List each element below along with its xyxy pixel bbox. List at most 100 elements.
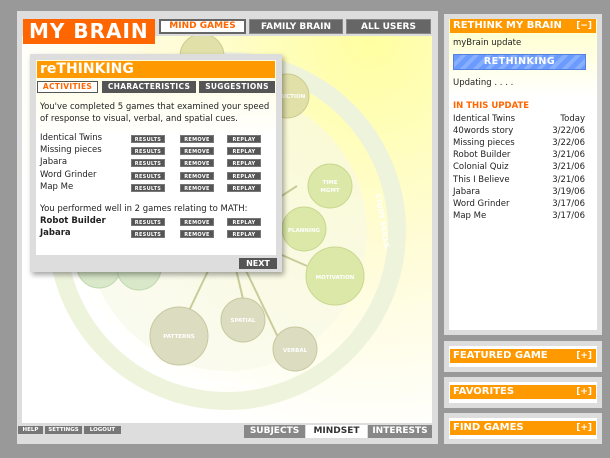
- tab-characteristics[interactable]: CHARACTERISTICS: [102, 81, 196, 93]
- update-item[interactable]: Identical Twins Today: [453, 114, 585, 126]
- panel-favorites: FAVORITES [+]: [444, 377, 602, 408]
- tab-subjects[interactable]: SUBJECTS: [244, 425, 305, 438]
- update-item-date: 3/22/06: [552, 126, 585, 137]
- next-button[interactable]: NEXT: [239, 258, 277, 269]
- update-item-date: 3/21/06: [552, 162, 585, 173]
- game-name: Identical Twins: [40, 133, 103, 143]
- game-name: Robot Builder: [40, 216, 106, 226]
- replay-button[interactable]: REPLAY: [227, 183, 261, 192]
- update-item-date: 3/17/06: [552, 198, 585, 209]
- node-spatial: [220, 297, 266, 343]
- update-item-name: Missing pieces: [453, 138, 515, 149]
- update-item-date: 3/17/06: [552, 210, 585, 221]
- expand-button[interactable]: [+]: [576, 351, 592, 361]
- results-button[interactable]: RESULTS: [131, 229, 165, 238]
- tab-interests[interactable]: INTERESTS: [368, 425, 432, 438]
- replay-button[interactable]: REPLAY: [227, 218, 261, 226]
- panel-title: FEATURED GAME: [453, 350, 548, 361]
- update-item-date: 3/21/06: [552, 174, 585, 185]
- update-item-name: 40words story: [453, 126, 514, 137]
- update-item-name: Jabara: [453, 186, 481, 197]
- expand-button[interactable]: [+]: [576, 387, 592, 397]
- label-motivation: MOTIVATION: [316, 275, 355, 281]
- update-item[interactable]: Jabara 3/19/06: [453, 187, 585, 199]
- update-item[interactable]: Word Grinder 3/17/06: [453, 199, 585, 211]
- update-item-date: Today: [560, 114, 585, 124]
- collapse-button[interactable]: [−]: [576, 21, 592, 31]
- settings-link[interactable]: SETTINGS: [45, 426, 82, 434]
- dialog-title: reTHINKING: [37, 61, 275, 78]
- remove-button[interactable]: REMOVE: [180, 218, 214, 226]
- help-link[interactable]: HELP: [18, 426, 43, 434]
- logout-link[interactable]: LOGOUT: [84, 426, 121, 434]
- remove-button[interactable]: REMOVE: [180, 183, 214, 192]
- update-item-name: Colonial Quiz: [453, 162, 509, 173]
- tab-all-users[interactable]: ALL USERS: [346, 19, 431, 34]
- results-button[interactable]: RESULTS: [131, 183, 165, 192]
- replay-button[interactable]: REPLAY: [227, 147, 261, 156]
- label-patterns: PATTERNS: [163, 334, 195, 340]
- game-name: Jabara: [40, 227, 71, 238]
- logo: MY BRAIN: [23, 19, 155, 44]
- panel-header[interactable]: FAVORITES [+]: [450, 385, 596, 399]
- intro-text: You've completed 5 games that examined y…: [40, 102, 270, 124]
- label-time: TIME: [322, 180, 337, 186]
- tab-mindset[interactable]: MINDSET: [306, 425, 367, 438]
- update-item-name: This I Believe: [453, 174, 510, 185]
- remove-button[interactable]: REMOVE: [180, 147, 214, 156]
- results-button[interactable]: RESULTS: [131, 218, 165, 226]
- update-item[interactable]: Robot Builder 3/21/06: [453, 150, 585, 162]
- update-item[interactable]: This I Believe 3/21/06: [453, 175, 585, 187]
- results-button[interactable]: RESULTS: [131, 147, 165, 156]
- math-intro: You performed well in 2 games relating t…: [40, 204, 248, 214]
- replay-button[interactable]: REPLAY: [227, 171, 261, 180]
- game-name: Word Grinder: [40, 169, 97, 180]
- game-name: Missing pieces: [40, 145, 102, 156]
- section-heading: IN THIS UPDATE: [453, 101, 530, 111]
- rethinking-progress-button[interactable]: RETHINKING: [453, 54, 586, 70]
- update-item-name: Word Grinder: [453, 198, 510, 209]
- ring-organization: ORGANIZATION: [191, 376, 252, 389]
- node-patterns: [149, 306, 209, 366]
- tab-family-brain[interactable]: FAMILY BRAIN: [249, 19, 343, 34]
- replay-button[interactable]: REPLAY: [227, 159, 261, 168]
- update-subtitle: myBrain update: [453, 38, 522, 48]
- update-item-name: Identical Twins: [453, 114, 516, 124]
- remove-button[interactable]: REMOVE: [180, 229, 214, 238]
- results-button[interactable]: RESULTS: [131, 171, 165, 180]
- label-verbal: VERBAL: [283, 348, 308, 354]
- rethinking-dialog: reTHINKING ACTIVITIES CHARACTERISTICS SU…: [30, 54, 282, 272]
- replay-button[interactable]: REPLAY: [227, 135, 261, 143]
- dialog-footer: [30, 255, 282, 272]
- update-item-date: 3/21/06: [552, 150, 585, 161]
- update-item[interactable]: 40words story 3/22/06: [453, 126, 585, 138]
- replay-button[interactable]: REPLAY: [227, 229, 261, 238]
- expand-button[interactable]: [+]: [576, 423, 592, 433]
- tab-mind-games[interactable]: MIND GAMES: [159, 19, 246, 34]
- panel-find-games: FIND GAMES [+]: [444, 413, 602, 444]
- tab-suggestions[interactable]: SUGGESTIONS: [199, 81, 275, 93]
- label-mgmt: MGMT: [320, 188, 339, 194]
- update-item-date: 3/22/06: [552, 138, 585, 149]
- game-name: Map Me: [40, 181, 74, 192]
- label-planning: PLANNING: [288, 228, 321, 234]
- results-button[interactable]: RESULTS: [131, 159, 165, 168]
- rethink-header: RETHINK MY BRAIN [−]: [450, 19, 596, 33]
- tab-activities[interactable]: ACTIVITIES: [37, 81, 98, 93]
- panel-header[interactable]: FEATURED GAME [+]: [450, 349, 596, 363]
- panel-title: FIND GAMES: [453, 422, 524, 433]
- update-item[interactable]: Colonial Quiz 3/21/06: [453, 162, 585, 174]
- update-item[interactable]: Map Me 3/17/06: [453, 211, 585, 223]
- update-item-date: 3/19/06: [552, 186, 585, 197]
- node-verbal: [272, 326, 318, 372]
- remove-button[interactable]: REMOVE: [180, 135, 214, 143]
- updating-status: Updating . . . .: [453, 78, 514, 88]
- update-item[interactable]: Missing pieces 3/22/06: [453, 138, 585, 150]
- rethink-title: RETHINK MY BRAIN: [453, 20, 562, 31]
- node-time-mgmt: [307, 163, 353, 209]
- panel-header[interactable]: FIND GAMES [+]: [450, 421, 596, 435]
- update-item-name: Robot Builder: [453, 150, 511, 161]
- results-button[interactable]: RESULTS: [131, 135, 165, 143]
- remove-button[interactable]: REMOVE: [180, 171, 214, 180]
- remove-button[interactable]: REMOVE: [180, 159, 214, 168]
